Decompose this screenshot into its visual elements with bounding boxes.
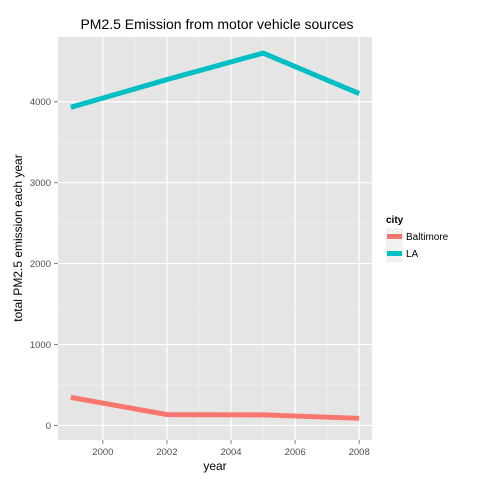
- y-tick-label: 0: [46, 421, 51, 432]
- y-tick-label: 4000: [30, 97, 51, 108]
- x-tick-label: 2004: [220, 447, 241, 458]
- x-tick-label: 2000: [92, 447, 113, 458]
- legend-label-la: LA: [406, 249, 419, 260]
- x-axis: 2000 2002 2004 2006 2008: [92, 440, 370, 458]
- chart-title: PM2.5 Emission from motor vehicle source…: [80, 16, 353, 32]
- legend-label-baltimore: Baltimore: [406, 232, 449, 243]
- x-tick-label: 2008: [349, 447, 370, 458]
- y-tick-label: 3000: [30, 178, 51, 189]
- y-axis-title: total PM2.5 emission each year: [11, 154, 25, 321]
- x-tick-label: 2006: [285, 447, 306, 458]
- x-axis-title: year: [203, 459, 226, 473]
- legend-title: city: [386, 215, 404, 226]
- series-lines: [70, 50, 361, 421]
- grid-lines: [58, 37, 372, 440]
- plot-panel: [58, 37, 372, 440]
- y-tick-label: 1000: [30, 340, 51, 351]
- y-axis: 0 1000 2000 3000 4000: [30, 97, 58, 432]
- y-tick-label: 2000: [30, 259, 51, 270]
- x-tick-label: 2002: [156, 447, 177, 458]
- series-line-baltimore: [70, 394, 360, 421]
- legend: city Baltimore LA: [386, 215, 449, 262]
- series-line-la: [70, 50, 361, 110]
